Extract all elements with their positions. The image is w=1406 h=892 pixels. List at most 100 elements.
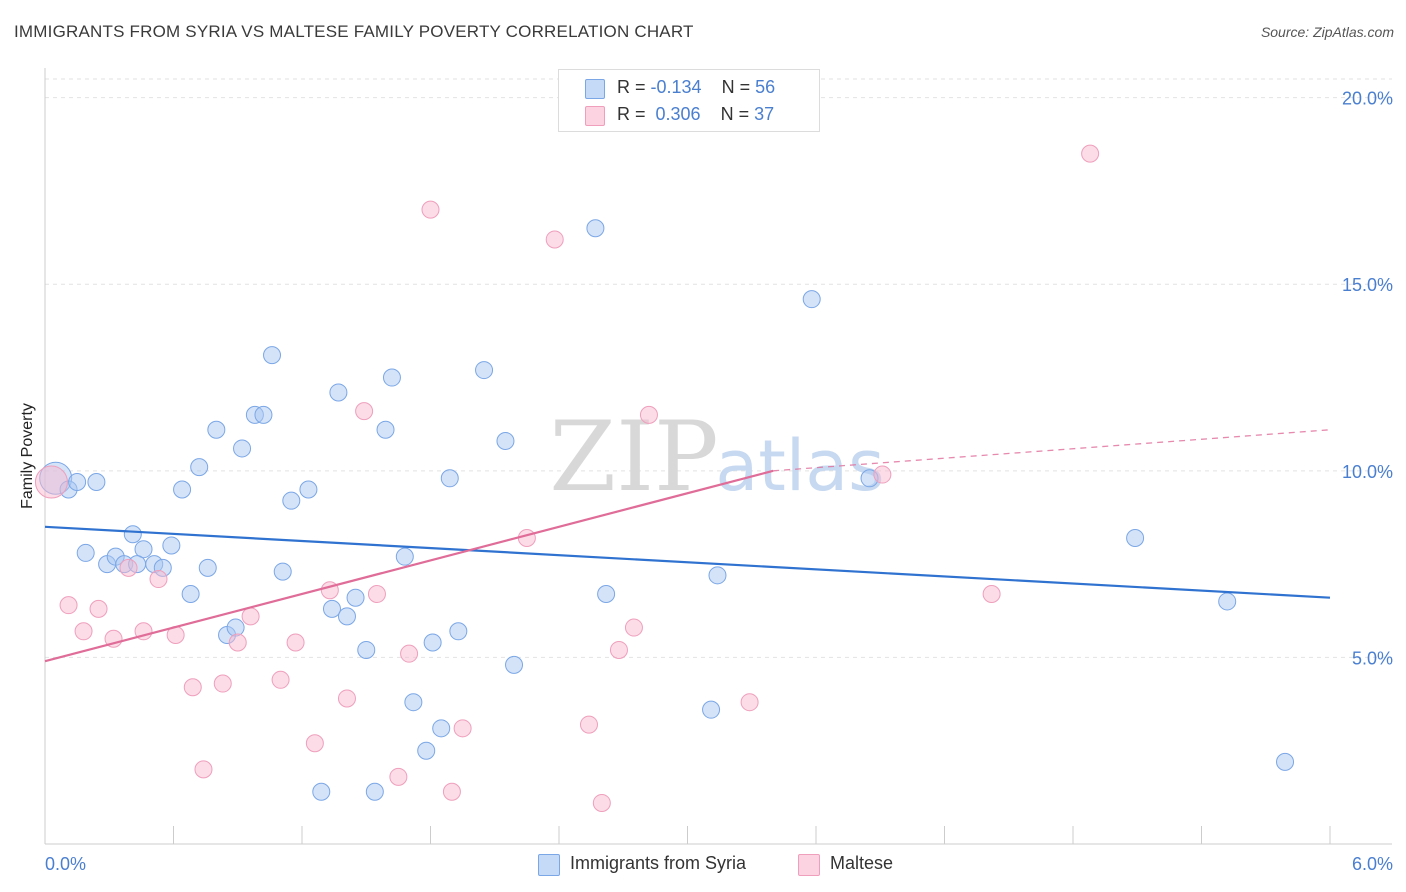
maltese-point xyxy=(183,678,202,697)
maltese-point xyxy=(355,402,374,421)
legend-maltese-swatch xyxy=(798,854,820,876)
syria-point xyxy=(376,420,395,439)
maltese-point xyxy=(34,465,68,499)
syria-point xyxy=(282,491,301,510)
syria-point xyxy=(417,741,436,760)
maltese-point xyxy=(639,405,658,424)
syria-n-label: N = xyxy=(721,77,756,97)
syria-point xyxy=(134,540,153,559)
syria-point xyxy=(382,368,401,387)
syria-point xyxy=(337,607,356,626)
stats-maltese-text: R = 0.306 N = 37 xyxy=(617,104,774,125)
maltese-point xyxy=(442,782,461,801)
watermark: ZIP atlas xyxy=(549,401,884,513)
syria-point xyxy=(190,458,209,477)
syria-r-value: -0.134 xyxy=(650,77,702,97)
legend-syria-swatch xyxy=(538,854,560,876)
syria-point xyxy=(181,584,200,603)
maltese-point xyxy=(453,719,472,738)
maltese-n-label: N = xyxy=(720,104,755,124)
y-tick-label: 10.0% xyxy=(1342,462,1393,482)
watermark-atlas: atlas xyxy=(715,425,884,507)
maltese-point xyxy=(149,570,168,589)
maltese-point xyxy=(305,734,324,753)
syria-point xyxy=(322,599,341,618)
syria-point xyxy=(423,633,442,652)
syria-point xyxy=(505,655,524,674)
data-points xyxy=(34,144,1295,812)
syria-point xyxy=(233,439,252,458)
maltese-point xyxy=(286,633,305,652)
syria-point xyxy=(329,383,348,402)
syria-swatch xyxy=(585,79,605,99)
syria-point xyxy=(449,622,468,641)
watermark-zip: ZIP xyxy=(549,401,718,513)
bottom-legend: Immigrants from Syria Maltese xyxy=(0,852,1406,878)
maltese-point xyxy=(624,618,643,637)
maltese-point xyxy=(400,644,419,663)
maltese-point xyxy=(873,465,892,484)
maltese-point xyxy=(592,793,611,812)
maltese-point xyxy=(119,558,138,577)
syria-point xyxy=(254,405,273,424)
syria-point xyxy=(68,473,87,492)
maltese-point xyxy=(74,622,93,641)
maltese-point xyxy=(421,200,440,219)
syria-point xyxy=(432,719,451,738)
syria-point xyxy=(475,361,494,380)
maltese-point xyxy=(579,715,598,734)
syria-point xyxy=(597,584,616,603)
syria-point xyxy=(440,469,459,488)
syria-point xyxy=(365,782,384,801)
maltese-point xyxy=(367,584,386,603)
maltese-point xyxy=(241,607,260,626)
chart-title: IMMIGRANTS FROM SYRIA VS MALTESE FAMILY … xyxy=(14,22,694,41)
syria-point xyxy=(1218,592,1237,611)
syria-point xyxy=(162,536,181,555)
syria-point xyxy=(76,543,95,562)
syria-point xyxy=(226,618,245,637)
syria-r-label: R = xyxy=(617,77,651,97)
syria-point xyxy=(404,693,423,712)
syria-point xyxy=(173,480,192,499)
maltese-trend-line xyxy=(44,469,774,663)
syria-point xyxy=(273,562,292,581)
maltese-point xyxy=(271,670,290,689)
syria-point xyxy=(87,473,106,492)
syria-point xyxy=(496,431,515,450)
y-tick-label: 20.0% xyxy=(1342,89,1393,109)
syria-point xyxy=(708,566,727,585)
chart-source: Source: ZipAtlas.com xyxy=(1260,24,1394,40)
syria-n-value: 56 xyxy=(755,77,776,97)
syria-point xyxy=(802,290,821,309)
maltese-r-label: R = xyxy=(617,104,651,124)
syria-point xyxy=(346,588,365,607)
maltese-point xyxy=(213,674,232,693)
legend-maltese-label: Maltese xyxy=(830,853,894,873)
y-tick-label: 5.0% xyxy=(1352,648,1393,668)
maltese-point xyxy=(228,633,247,652)
maltese-r-value: 0.306 xyxy=(650,104,701,124)
trend-lines xyxy=(44,429,1331,663)
syria-point xyxy=(263,346,282,365)
maltese-point xyxy=(609,640,628,659)
maltese-point xyxy=(1081,144,1100,163)
x-tick-label-max: 6.0% xyxy=(1352,854,1393,874)
x-tick-label-min: 0.0% xyxy=(45,854,86,874)
maltese-point xyxy=(59,596,78,615)
y-tick-label: 15.0% xyxy=(1342,275,1393,295)
syria-point xyxy=(207,420,226,439)
stats-syria-text: R = -0.134 N = 56 xyxy=(617,77,775,98)
maltese-point xyxy=(740,693,759,712)
syria-point xyxy=(299,480,318,499)
syria-point xyxy=(312,782,331,801)
axes xyxy=(44,68,1392,845)
syria-point xyxy=(702,700,721,719)
maltese-n-value: 37 xyxy=(754,104,775,124)
maltese-point xyxy=(337,689,356,708)
maltese-point xyxy=(89,599,108,618)
syria-point xyxy=(1276,752,1295,771)
maltese-point xyxy=(389,767,408,786)
maltese-swatch xyxy=(585,106,605,126)
